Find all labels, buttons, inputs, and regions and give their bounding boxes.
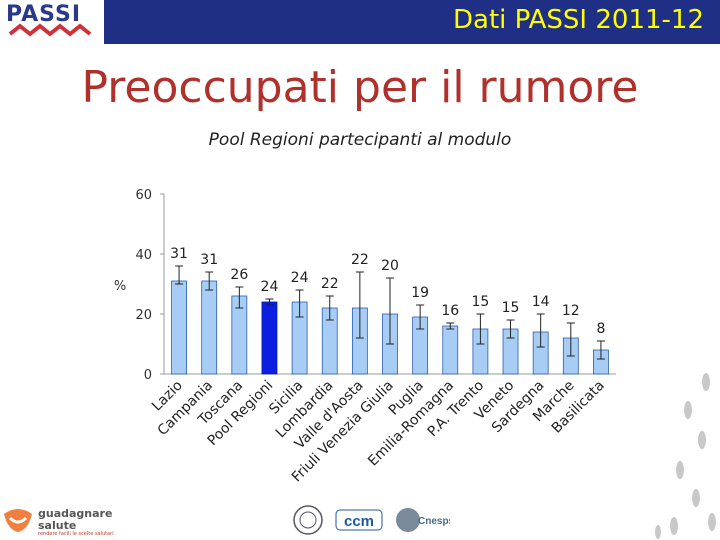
guadagnare-subtext: rendere facili le scelte salutari	[38, 531, 114, 537]
y-tick-label-0: 0	[144, 368, 152, 383]
y-axis-label: %	[114, 279, 126, 294]
page-title: Preoccupati per il rumore	[81, 62, 639, 113]
header-title: Dati PASSI 2011-12	[452, 5, 704, 35]
value-label-8: 19	[411, 285, 429, 301]
ccm-logo-icon: ccm	[335, 509, 383, 531]
bar-3	[261, 301, 278, 375]
value-label-11: 15	[502, 300, 520, 316]
value-label-9: 16	[441, 303, 459, 319]
guadagnare-salute-logo-icon	[4, 509, 32, 532]
value-label-0: 31	[170, 246, 188, 262]
cnesps-logo-text: Cnesps	[418, 516, 450, 527]
value-label-2: 26	[230, 267, 248, 283]
value-label-1: 31	[200, 252, 218, 268]
salute-text: salute	[38, 519, 77, 532]
chart-subtitle: Pool Regioni partecipanti al modulo	[208, 130, 512, 150]
value-label-12: 14	[532, 294, 550, 310]
partner-logos: ccm Cnesps	[293, 505, 450, 535]
y-tick-label-2: 40	[135, 248, 152, 263]
header-bar: Dati PASSI 2011-12	[104, 0, 720, 44]
value-label-7: 20	[381, 258, 399, 274]
bar-0	[171, 280, 187, 375]
bar-9	[442, 325, 459, 375]
value-label-4: 24	[291, 270, 309, 286]
logo-text: PASSI	[6, 2, 82, 27]
y-tick-label-1: 20	[135, 308, 152, 323]
y-tick-label-3: 60	[135, 188, 152, 203]
ccm-logo-text: ccm	[344, 513, 374, 530]
value-label-3: 24	[261, 279, 279, 295]
value-label-13: 12	[562, 303, 580, 319]
bar-1	[201, 280, 218, 375]
value-label-14: 8	[596, 321, 605, 337]
value-label-6: 22	[351, 252, 369, 268]
iss-seal-icon	[293, 505, 323, 535]
passi-logo-icon	[8, 23, 92, 37]
footprints-decoration-icon	[655, 373, 716, 539]
cnesps-logo-icon: Cnesps	[396, 508, 450, 532]
bar-chart: 0204060%31Lazio31Campania26Toscana24Pool…	[114, 188, 616, 485]
logo-area: PASSI	[0, 0, 104, 44]
value-label-5: 22	[321, 276, 339, 292]
guadagnare-text: guadagnare	[38, 507, 113, 520]
value-label-10: 15	[471, 294, 489, 310]
